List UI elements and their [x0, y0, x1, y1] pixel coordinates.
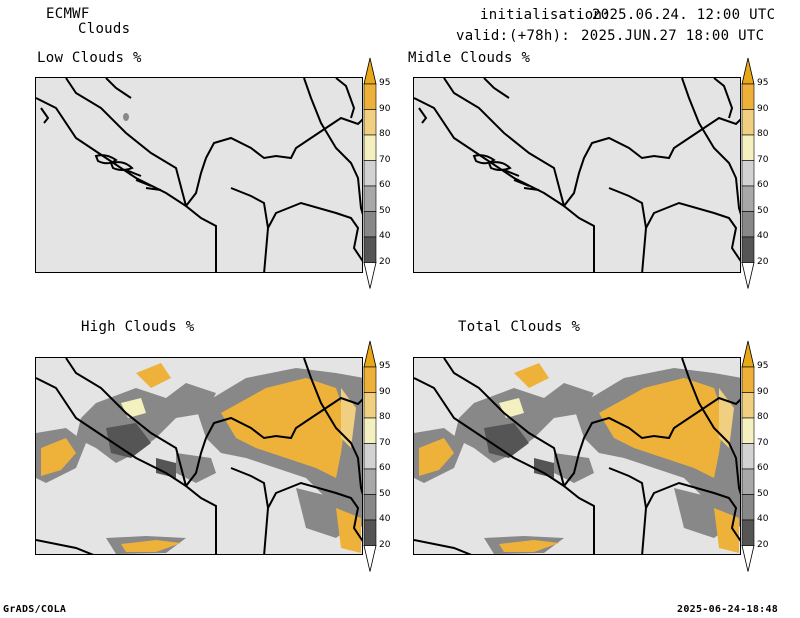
colorbar-segment: [363, 366, 377, 393]
colorbar-arrow-top: [363, 57, 377, 85]
colorbar-segment: [741, 236, 755, 263]
map-panel-total: [413, 357, 741, 555]
init-time: 2025.06.24. 12:00 UTC: [592, 7, 776, 23]
colorbar-high: 95 90 80 70 60 50 40 20: [363, 340, 395, 575]
colorbar-tick-label: 70: [379, 154, 391, 165]
colorbar-segment: [363, 160, 377, 187]
colorbar-segment: [363, 185, 377, 212]
colorbar-svg: [363, 57, 377, 289]
map-panel-high: [35, 357, 363, 555]
colorbar-segment: [741, 134, 755, 161]
map-high-svg: [36, 358, 362, 554]
colorbar-segment: [741, 366, 755, 393]
colorbar-tick-label: 20: [757, 256, 769, 267]
colorbar-tick-label: 40: [757, 514, 769, 524]
panel-title-low: Low Clouds %: [37, 50, 142, 66]
colorbar-tick-label: 60: [757, 180, 769, 190]
colorbar-arrow-bottom: [363, 262, 377, 289]
colorbar-segment: [741, 211, 755, 238]
colorbar-tick-label: 60: [379, 180, 391, 190]
colorbar-segment: [363, 109, 377, 136]
colorbar-mid: 95 90 80 70 60 50 40 20: [741, 57, 773, 292]
colorbar-segment: [741, 519, 755, 546]
colorbar-tick-label: 60: [379, 463, 391, 473]
map-total-svg: [414, 358, 740, 554]
colorbar-tick-label: 60: [757, 463, 769, 473]
colorbar-tick-label: 70: [757, 154, 769, 165]
colorbar-arrow-top: [741, 340, 755, 368]
colorbar-segment: [741, 160, 755, 187]
colorbar-segment: [363, 236, 377, 263]
colorbar-tick-label: 80: [379, 412, 391, 422]
colorbar-segment: [363, 134, 377, 161]
map-low-svg: [36, 78, 362, 272]
colorbar-segment: [741, 417, 755, 444]
colorbar-segment: [741, 185, 755, 212]
lead-time: (+78h):: [509, 28, 571, 44]
colorbar-tick-label: 95: [757, 361, 769, 371]
colorbar-segment: [363, 443, 377, 470]
colorbar-arrow-bottom: [363, 545, 377, 572]
colorbar-segment: [741, 468, 755, 495]
colorbar-arrow-top: [741, 57, 755, 85]
colorbar-tick-label: 80: [757, 129, 769, 139]
colorbar-tick-label: 95: [379, 361, 391, 371]
init-label: initialisation:: [480, 7, 611, 23]
colorbar-tick-label: 50: [757, 488, 769, 499]
colorbar-arrow-bottom: [741, 262, 755, 289]
colorbar-arrow-bottom: [741, 545, 755, 572]
colorbar-tick-label: 50: [379, 488, 391, 499]
panel-title-mid: Midle Clouds %: [408, 50, 531, 66]
panel-title-high: High Clouds %: [81, 319, 195, 335]
map-panel-mid: [413, 77, 741, 273]
colorbar-svg: [741, 340, 755, 572]
colorbar-segment: [363, 392, 377, 419]
colorbar-tick-label: 40: [379, 231, 391, 241]
valid-label: valid:: [456, 28, 509, 44]
footer-timestamp: 2025-06-24-18:48: [677, 604, 779, 615]
colorbar-tick-label: 90: [757, 386, 769, 397]
colorbar-arrow-top: [363, 340, 377, 368]
valid-time: 2025.JUN.27 18:00 UTC: [581, 28, 765, 44]
panel-title-total: Total Clouds %: [458, 319, 581, 335]
colorbar-tick-label: 80: [379, 129, 391, 139]
colorbar-segment: [363, 494, 377, 521]
colorbar-segment: [741, 392, 755, 419]
footer-credit: GrADS/COLA: [3, 604, 67, 615]
colorbar-tick-label: 90: [379, 386, 391, 397]
colorbar-tick-label: 50: [757, 205, 769, 216]
colorbar-tick-label: 90: [379, 103, 391, 114]
colorbar-tick-label: 40: [379, 514, 391, 524]
colorbar-total: 95 90 80 70 60 50 40 20: [741, 340, 773, 575]
colorbar-low: 95 90 80 70 60 50 40 20: [363, 57, 395, 292]
field-name: Clouds: [78, 21, 131, 37]
map-panel-low: [35, 77, 363, 273]
colorbar-segment: [741, 109, 755, 136]
colorbar-svg: [741, 57, 755, 289]
colorbar-segment: [363, 83, 377, 110]
colorbar-tick-label: 20: [379, 539, 391, 550]
colorbar-tick-label: 70: [757, 437, 769, 448]
colorbar-segment: [363, 468, 377, 495]
colorbar-segment: [363, 417, 377, 444]
colorbar-segment: [363, 211, 377, 238]
colorbar-tick-label: 95: [757, 78, 769, 88]
colorbar-tick-label: 80: [757, 412, 769, 422]
colorbar-segment: [741, 443, 755, 470]
colorbar-tick-label: 70: [379, 437, 391, 448]
colorbar-tick-label: 50: [379, 205, 391, 216]
colorbar-segment: [363, 519, 377, 546]
colorbar-segment: [741, 83, 755, 110]
colorbar-tick-label: 95: [379, 78, 391, 88]
model-name: ECMWF: [46, 6, 90, 22]
colorbar-svg: [363, 340, 377, 572]
colorbar-tick-label: 90: [757, 103, 769, 114]
colorbar-tick-label: 40: [757, 231, 769, 241]
colorbar-tick-label: 20: [379, 256, 391, 267]
colorbar-tick-label: 20: [757, 539, 769, 550]
map-mid-svg: [414, 78, 740, 272]
colorbar-segment: [741, 494, 755, 521]
